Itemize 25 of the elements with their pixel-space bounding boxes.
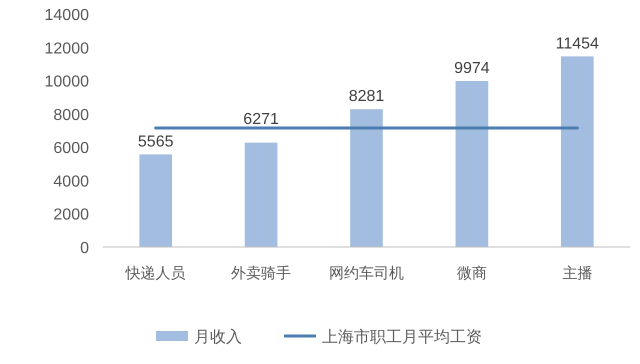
y-tick-label: 4000 <box>53 173 90 190</box>
x-tick-label: 主播 <box>562 265 592 282</box>
y-tick-label: 10000 <box>44 74 90 91</box>
data-label: 11454 <box>556 35 600 52</box>
bar <box>244 142 278 247</box>
x-tick-label: 网约车司机 <box>329 265 404 282</box>
data-label: 6271 <box>243 111 279 128</box>
x-tick-label: 微商 <box>456 265 487 282</box>
y-tick-label: 12000 <box>44 40 90 58</box>
data-label: 5565 <box>138 133 174 150</box>
x-tick-label: 外卖骑手 <box>231 265 292 282</box>
legend-label: 上海市职工月平均工资 <box>322 328 482 346</box>
bar <box>139 154 172 247</box>
bar <box>456 81 488 247</box>
bar <box>350 109 383 247</box>
bar <box>560 56 594 247</box>
legend-label: 月收入 <box>194 328 242 346</box>
y-tick-label: 14000 <box>44 7 90 24</box>
y-tick-label: 8000 <box>53 106 90 124</box>
data-label: 8281 <box>348 88 384 106</box>
y-tick-label: 0 <box>80 240 90 257</box>
x-tick-label: 快递人员 <box>124 265 186 282</box>
y-tick-label: 6000 <box>53 140 90 158</box>
y-tick-label: 2000 <box>53 206 90 224</box>
data-label: 9974 <box>454 60 490 78</box>
